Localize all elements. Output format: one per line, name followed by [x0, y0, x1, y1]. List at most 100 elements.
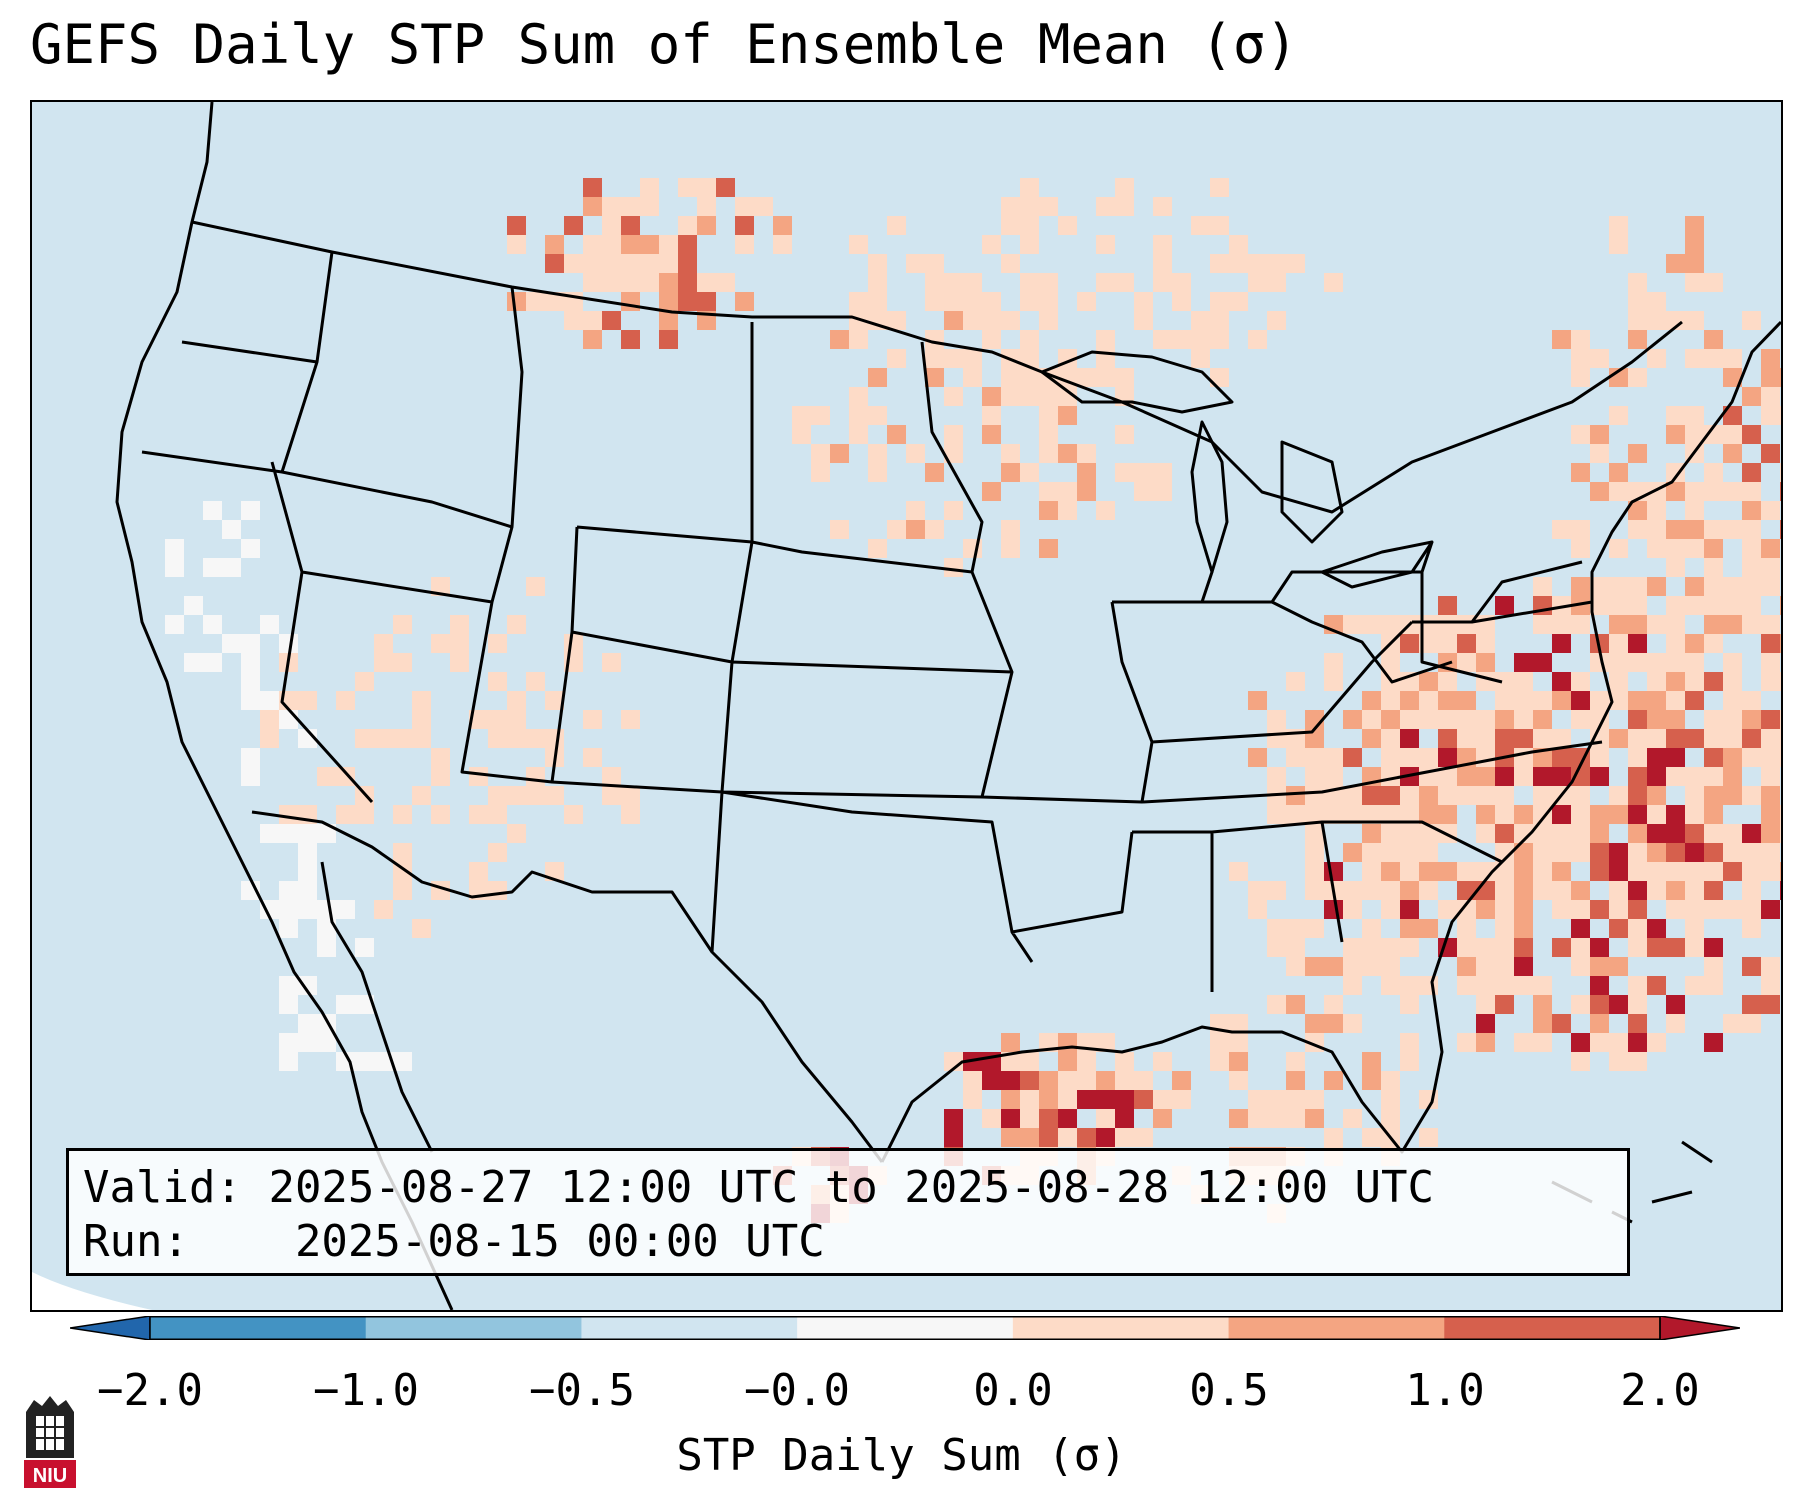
anomaly-cell — [1742, 957, 1761, 976]
anomaly-cell — [279, 976, 298, 995]
anomaly-cell — [317, 900, 336, 919]
anomaly-cell — [1020, 368, 1039, 387]
anomaly-cell — [1096, 1109, 1115, 1128]
anomaly-cell — [1571, 539, 1590, 558]
anomaly-cell — [1609, 862, 1628, 881]
anomaly-cell — [697, 292, 716, 311]
anomaly-cell — [1476, 900, 1495, 919]
anomaly-cell — [1020, 197, 1039, 216]
anomaly-cell — [1495, 691, 1514, 710]
anomaly-cell — [1457, 862, 1476, 881]
anomaly-cell — [583, 273, 602, 292]
anomaly-cell — [1476, 824, 1495, 843]
anomaly-cell — [868, 273, 887, 292]
anomaly-cell — [1742, 748, 1761, 767]
anomaly-cell — [1096, 235, 1115, 254]
anomaly-cell — [1533, 710, 1552, 729]
anomaly-cell — [1210, 1052, 1229, 1071]
anomaly-cell — [887, 425, 906, 444]
anomaly-cell — [1761, 406, 1780, 425]
anomaly-cell — [1533, 653, 1552, 672]
anomaly-cell — [298, 862, 317, 881]
anomaly-cell — [868, 539, 887, 558]
anomaly-cell — [1172, 292, 1191, 311]
anomaly-cell — [1419, 976, 1438, 995]
anomaly-cell — [450, 615, 469, 634]
anomaly-cell — [621, 710, 640, 729]
anomaly-cell — [1400, 862, 1419, 881]
colorbar-tick: −0.0 — [744, 1365, 850, 1416]
anomaly-cell — [1628, 311, 1647, 330]
anomaly-cell — [469, 710, 488, 729]
anomaly-cell — [260, 710, 279, 729]
anomaly-cell — [1647, 805, 1666, 824]
anomaly-cell — [1628, 748, 1647, 767]
anomaly-cell — [298, 824, 317, 843]
anomaly-cell — [1571, 691, 1590, 710]
anomaly-cell — [659, 273, 678, 292]
anomaly-cell — [1571, 710, 1590, 729]
anomaly-cell — [1647, 710, 1666, 729]
anomaly-cell — [1742, 577, 1761, 596]
anomaly-cell — [1761, 805, 1780, 824]
colorbar-tick: −0.5 — [529, 1365, 635, 1416]
anomaly-cell — [1704, 862, 1723, 881]
anomaly-cell — [773, 216, 792, 235]
anomaly-cell — [1058, 1090, 1077, 1109]
anomaly-cell — [1533, 843, 1552, 862]
anomaly-cell — [1381, 805, 1400, 824]
anomaly-cell — [1286, 254, 1305, 273]
anomaly-cell — [1704, 938, 1723, 957]
anomaly-cell — [1020, 292, 1039, 311]
anomaly-cell — [1533, 786, 1552, 805]
anomaly-cell — [1704, 273, 1723, 292]
anomaly-cell — [1761, 444, 1780, 463]
anomaly-cell — [279, 634, 298, 653]
anomaly-cell — [602, 653, 621, 672]
anomaly-cell — [906, 501, 925, 520]
anomaly-cell — [944, 311, 963, 330]
anomaly-cell — [1647, 615, 1666, 634]
anomaly-cell — [1381, 653, 1400, 672]
anomaly-cell — [1115, 1109, 1134, 1128]
anomaly-cell — [1685, 349, 1704, 368]
valid-value: 2025-08-27 12:00 UTC to 2025-08-28 12:00… — [268, 1162, 1435, 1213]
anomaly-cell — [241, 748, 260, 767]
anomaly-cell — [1058, 1052, 1077, 1071]
anomaly-cell — [393, 653, 412, 672]
anomaly-cell — [1609, 406, 1628, 425]
anomaly-cell — [1362, 1052, 1381, 1071]
anomaly-cell — [1495, 881, 1514, 900]
anomaly-cell — [1476, 805, 1495, 824]
anomaly-cell — [1609, 539, 1628, 558]
anomaly-cell — [1780, 596, 1781, 615]
anomaly-cell — [1666, 596, 1685, 615]
anomaly-cell — [1476, 1014, 1495, 1033]
anomaly-cell — [1666, 805, 1685, 824]
anomaly-cell — [868, 368, 887, 387]
anomaly-cell — [1628, 577, 1647, 596]
anomaly-cell — [944, 1109, 963, 1128]
anomaly-cell — [1115, 1052, 1134, 1071]
anomaly-cell — [1761, 843, 1780, 862]
anomaly-cell — [1647, 748, 1666, 767]
anomaly-cell — [1001, 311, 1020, 330]
anomaly-cell — [1742, 539, 1761, 558]
anomaly-cell — [621, 197, 640, 216]
anomaly-cell — [1267, 710, 1286, 729]
anomaly-cell — [1495, 976, 1514, 995]
anomaly-cell — [1628, 691, 1647, 710]
anomaly-cell — [982, 406, 1001, 425]
anomaly-cell — [1685, 539, 1704, 558]
anomaly-cell — [412, 691, 431, 710]
anomaly-cell — [1723, 729, 1742, 748]
anomaly-cell — [1077, 368, 1096, 387]
anomaly-cell — [1495, 919, 1514, 938]
anomaly-cell — [1514, 691, 1533, 710]
anomaly-cell — [507, 824, 526, 843]
anomaly-cell — [1020, 1090, 1039, 1109]
anomaly-cell — [1267, 919, 1286, 938]
anomaly-cell — [1286, 995, 1305, 1014]
anomaly-cell — [1761, 824, 1780, 843]
anomaly-cell — [1742, 501, 1761, 520]
